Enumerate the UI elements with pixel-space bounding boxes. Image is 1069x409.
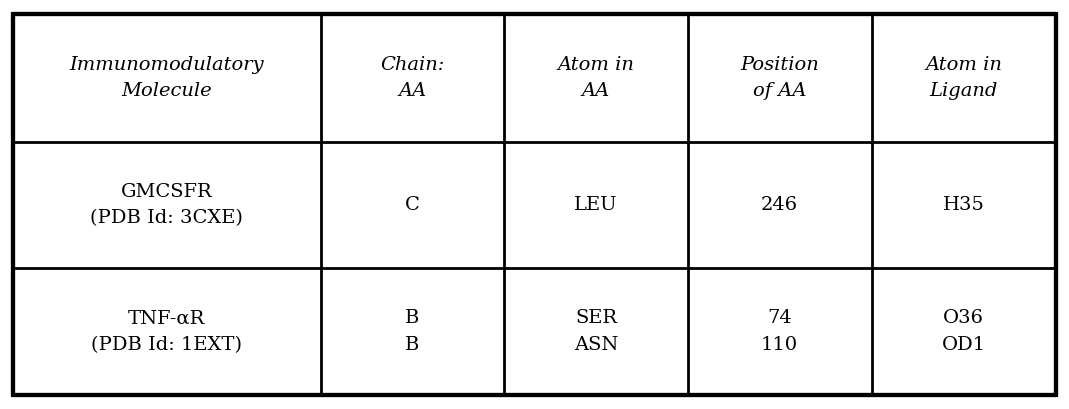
- Text: Chain:
AA: Chain: AA: [381, 56, 445, 100]
- Text: Immunomodulatory
Molecule: Immunomodulatory Molecule: [69, 56, 264, 100]
- Text: O36
OD1: O36 OD1: [942, 309, 986, 354]
- Text: GMCSFR
(PDB Id: 3CXE): GMCSFR (PDB Id: 3CXE): [90, 183, 243, 227]
- Text: C: C: [405, 196, 420, 214]
- Text: Position
of AA: Position of AA: [741, 56, 819, 100]
- Text: SER
ASN: SER ASN: [574, 309, 618, 354]
- Text: TNF-αR
(PDB Id: 1EXT): TNF-αR (PDB Id: 1EXT): [91, 309, 243, 354]
- Text: Atom in
Ligand: Atom in Ligand: [926, 56, 1003, 100]
- Text: B
B: B B: [405, 309, 420, 354]
- Text: Atom in
AA: Atom in AA: [558, 56, 635, 100]
- Text: 246: 246: [761, 196, 799, 214]
- Text: H35: H35: [943, 196, 985, 214]
- Text: 74
110: 74 110: [761, 309, 799, 354]
- Text: LEU: LEU: [574, 196, 618, 214]
